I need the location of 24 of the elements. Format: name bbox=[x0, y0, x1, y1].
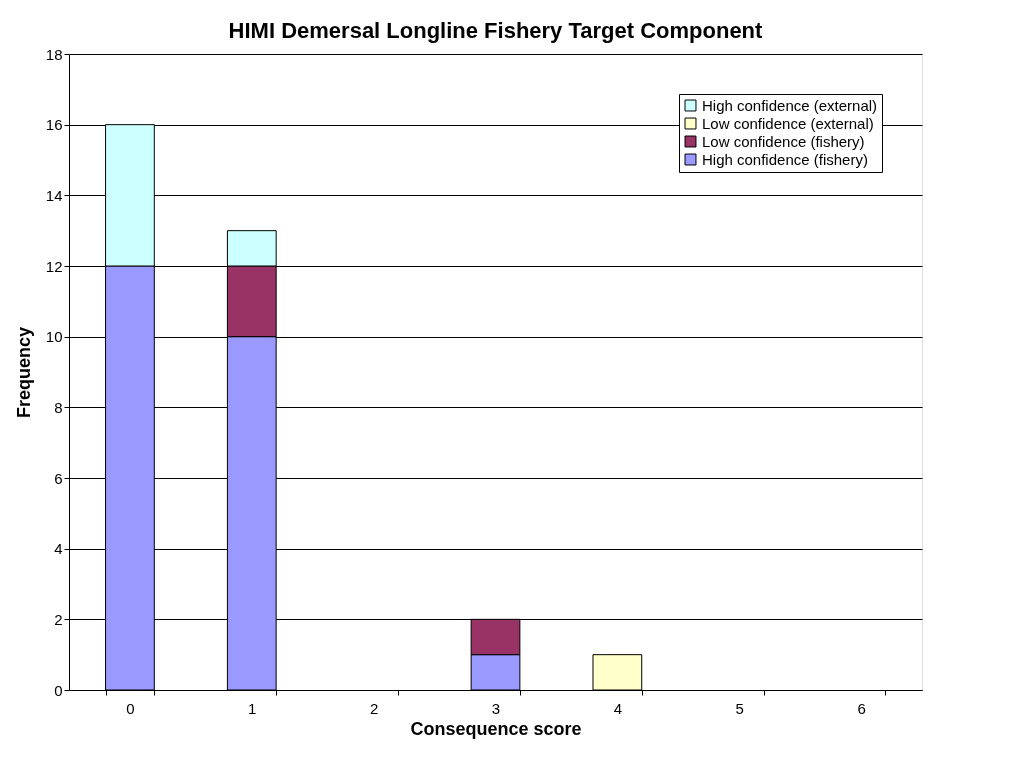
legend-label: High confidence (fishery) bbox=[702, 150, 868, 168]
x-tick-label: 6 bbox=[857, 699, 866, 717]
y-tick-label: 6 bbox=[54, 469, 63, 487]
legend-label: High confidence (external) bbox=[702, 96, 878, 114]
y-axis-title: Frequency bbox=[13, 326, 34, 419]
x-tick-label: 0 bbox=[126, 699, 135, 717]
y-tick-label: 0 bbox=[54, 681, 63, 699]
y-tick-label: 4 bbox=[54, 540, 63, 558]
x-tick-label: 2 bbox=[369, 699, 379, 717]
y-tick-label: 12 bbox=[45, 257, 63, 275]
y-tick-label: 14 bbox=[45, 186, 63, 204]
chart-title: HIMI Demersal Longline Fishery Target Component bbox=[228, 18, 764, 43]
y-tick-label: 10 bbox=[45, 328, 63, 346]
y-tick-label: 2 bbox=[54, 610, 63, 628]
y-tick-label: 18 bbox=[45, 45, 63, 63]
x-tick-label: 4 bbox=[613, 699, 623, 717]
y-tick-label: 16 bbox=[45, 116, 63, 134]
x-axis-title: Consequence score bbox=[410, 718, 582, 739]
y-tick-label: 8 bbox=[54, 398, 63, 416]
x-tick-label: 1 bbox=[248, 699, 257, 717]
legend-label: Low confidence (external) bbox=[702, 114, 874, 132]
x-tick-label: 3 bbox=[491, 699, 501, 717]
x-tick-label: 5 bbox=[735, 699, 744, 717]
legend-label: Low confidence (fishery) bbox=[702, 132, 865, 150]
